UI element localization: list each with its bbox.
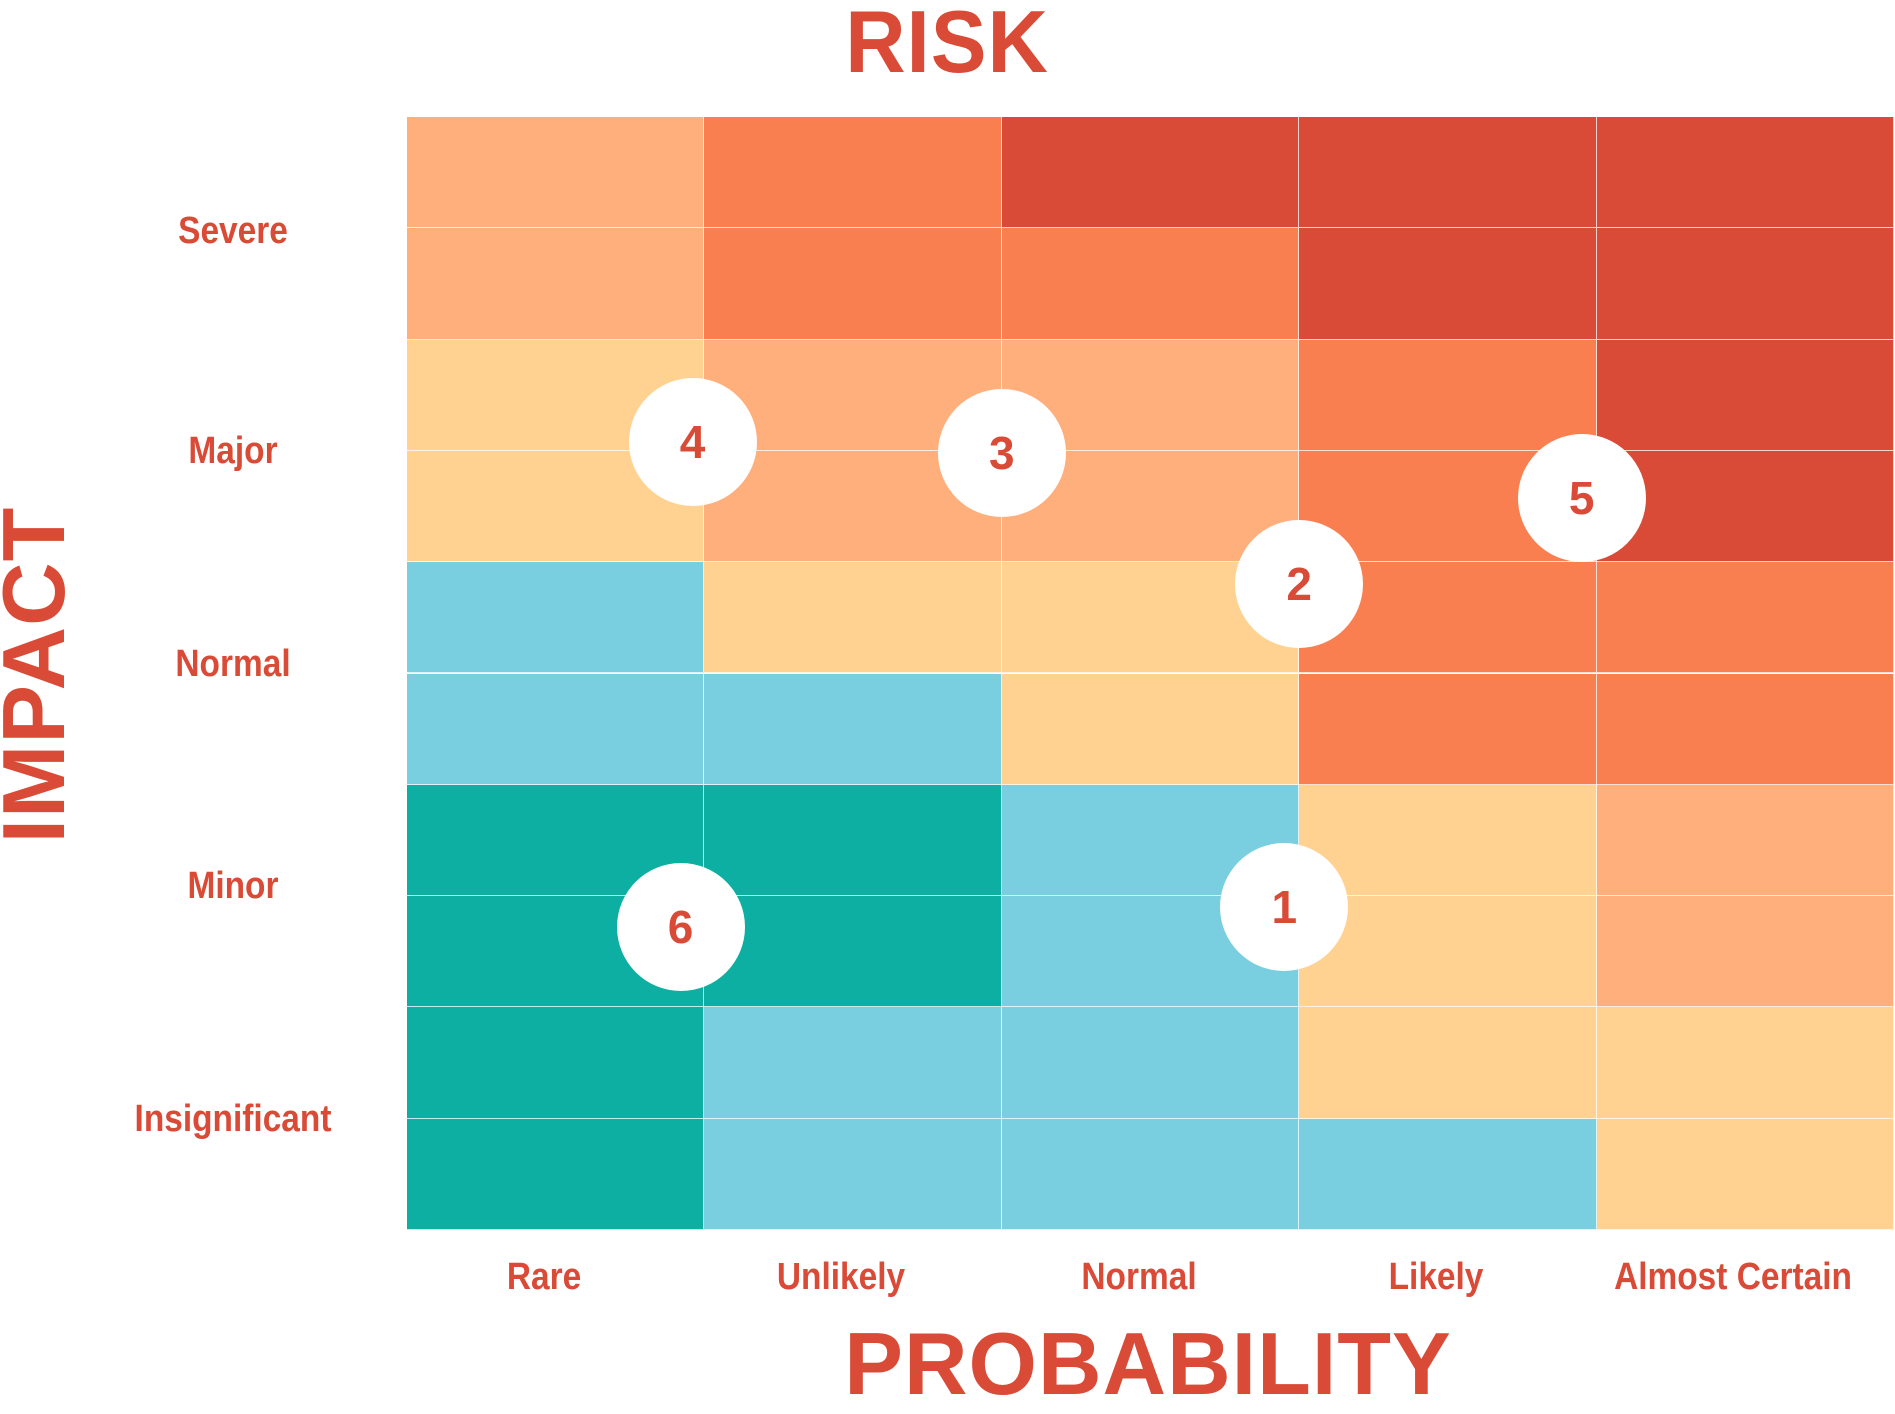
- matrix-cell: [1299, 673, 1597, 785]
- matrix-cell: [1299, 228, 1597, 340]
- matrix-cell: [407, 228, 705, 340]
- matrix-cell: [1596, 562, 1894, 674]
- matrix-cell: [704, 228, 1002, 340]
- matrix-cell: [1299, 784, 1597, 897]
- matrix-cell: [704, 117, 1002, 229]
- y-tick-label: Severe: [178, 210, 288, 253]
- matrix-cell: [1001, 228, 1300, 340]
- x-tick-label: Rare: [506, 1256, 581, 1298]
- matrix-cell: [1001, 117, 1300, 229]
- matrix-cell: [407, 1007, 705, 1119]
- risk-marker-label: 1: [1271, 881, 1298, 934]
- matrix-cell: [1299, 1118, 1597, 1230]
- matrix-cell: [1596, 228, 1894, 340]
- x-tick-label: Likely: [1388, 1256, 1484, 1298]
- matrix-cell: [1001, 673, 1300, 785]
- matrix-cell: [1299, 117, 1597, 229]
- risk-marker-6[interactable]: 6: [616, 863, 745, 992]
- x-tick-label: Almost Certain: [1614, 1256, 1853, 1298]
- matrix-cell: [1596, 784, 1894, 897]
- matrix-cell: [704, 562, 1002, 674]
- risk-marker-label: 6: [667, 901, 694, 954]
- matrix-cell: [1001, 1007, 1300, 1119]
- x-tick-label: Unlikely: [776, 1256, 906, 1298]
- matrix-cell: [1596, 450, 1894, 563]
- matrix-cell: [1299, 339, 1597, 451]
- matrix-cell: [1596, 339, 1894, 451]
- risk-marker-3[interactable]: 3: [937, 389, 1066, 518]
- y-tick-label: Insignificant: [134, 1097, 332, 1140]
- matrix-cell: [704, 673, 1002, 785]
- matrix-cell: [704, 784, 1002, 897]
- matrix-cell: [1596, 896, 1894, 1008]
- matrix-cell: [1299, 896, 1597, 1008]
- matrix-cell: [1299, 1007, 1597, 1119]
- risk-marker-4[interactable]: 4: [628, 377, 757, 506]
- x-axis-title: PROBABILITY: [844, 1314, 1452, 1413]
- y-tick-label: Minor: [187, 865, 279, 908]
- risk-marker-label: 3: [989, 427, 1015, 480]
- matrix-cell: [704, 896, 1002, 1008]
- matrix-cell: [1001, 1118, 1300, 1230]
- matrix-cell: [1596, 1007, 1894, 1119]
- risk-marker-label: 2: [1286, 558, 1312, 611]
- matrix-cell: [407, 673, 705, 785]
- x-tick-label: Normal: [1080, 1256, 1197, 1298]
- matrix-cell: [1596, 1118, 1894, 1230]
- matrix-cell: [407, 562, 705, 674]
- matrix-cell: [1596, 117, 1894, 229]
- risk-marker-2[interactable]: 2: [1235, 520, 1364, 649]
- chart-title: RISK: [845, 0, 1049, 91]
- risk-marker-label: 5: [1568, 471, 1595, 524]
- matrix-cell: [407, 117, 705, 229]
- risk-marker-label: 4: [679, 415, 706, 468]
- matrix-cell: [407, 1118, 705, 1230]
- y-tick-label: Normal: [175, 642, 291, 685]
- y-tick-label: Major: [188, 429, 278, 472]
- matrix-cell: [704, 1007, 1002, 1119]
- risk-marker-1[interactable]: 1: [1220, 843, 1349, 972]
- risk-marker-5[interactable]: 5: [1517, 433, 1646, 562]
- matrix-cell: [704, 1118, 1002, 1230]
- matrix-cell: [1596, 673, 1894, 785]
